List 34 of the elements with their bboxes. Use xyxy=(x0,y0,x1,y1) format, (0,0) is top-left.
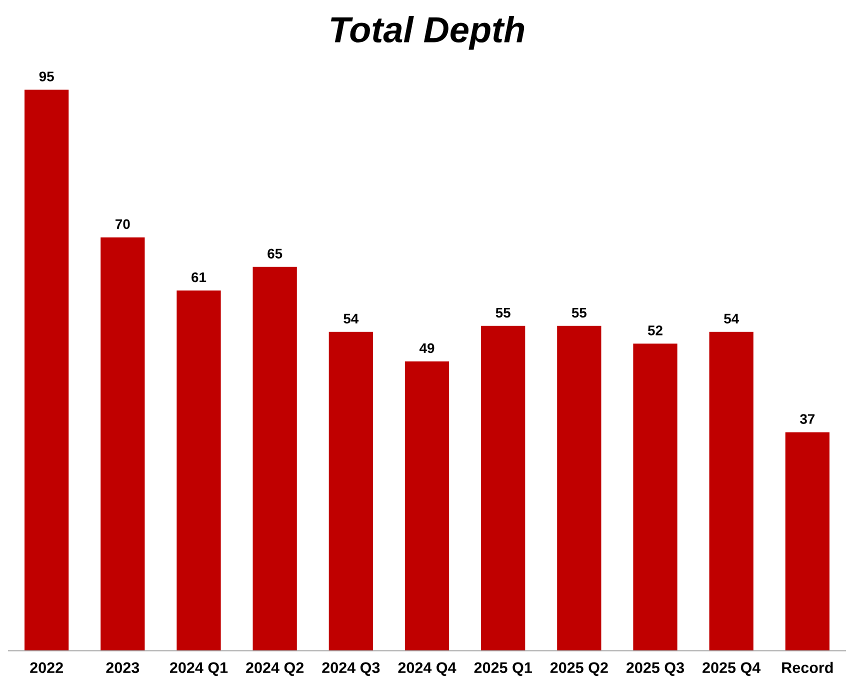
bar xyxy=(785,432,830,651)
x-tick-label: 2023 xyxy=(106,662,140,674)
data-label: 70 xyxy=(116,219,130,230)
x-tick-label: 2024 Q4 xyxy=(398,662,456,676)
bar xyxy=(404,361,450,651)
bar xyxy=(709,332,754,651)
data-label: 37 xyxy=(800,414,815,424)
data-label: 61 xyxy=(192,272,206,282)
data-label: 52 xyxy=(648,326,662,336)
data-label: 54 xyxy=(344,314,359,324)
data-label: 55 xyxy=(572,308,587,318)
bar xyxy=(252,266,297,651)
x-tick-label: 2025 Q4 xyxy=(702,662,761,676)
data-label: 54 xyxy=(724,314,739,324)
x-tick-label: 2024 Q2 xyxy=(246,662,304,676)
data-label: 49 xyxy=(419,343,434,354)
data-label: 55 xyxy=(496,308,510,318)
data-label: 65 xyxy=(268,248,282,259)
x-tick-label: 2024 Q3 xyxy=(322,662,380,676)
bar xyxy=(633,344,678,651)
x-tick-label: 2022 xyxy=(30,662,63,674)
data-label: 95 xyxy=(39,72,54,82)
bar xyxy=(557,326,602,651)
bar xyxy=(176,290,221,651)
x-tick-label: 2024 Q1 xyxy=(170,662,228,676)
x-tick-label: 2025 Q3 xyxy=(626,662,684,676)
bar xyxy=(100,237,145,651)
bar xyxy=(481,326,526,651)
chart-title: Total Depth xyxy=(330,16,524,50)
x-tick-label: Record xyxy=(782,662,833,674)
bar xyxy=(24,90,69,651)
x-tick-label: 2025 Q2 xyxy=(550,662,608,676)
bar xyxy=(328,332,373,651)
x-tick-label: 2025 Q1 xyxy=(474,662,532,676)
